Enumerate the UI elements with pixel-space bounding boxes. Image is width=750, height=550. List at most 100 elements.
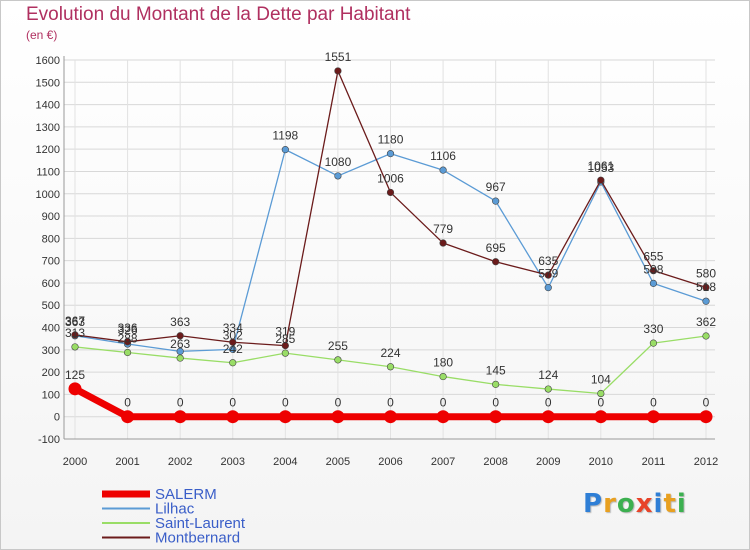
data-label: 288	[118, 331, 138, 345]
data-point	[492, 380, 500, 388]
data-label: 0	[597, 396, 604, 410]
data-label: 336	[118, 321, 138, 335]
data-point	[226, 410, 240, 424]
data-point	[649, 279, 658, 287]
data-label: 145	[486, 363, 506, 377]
data-point	[702, 297, 710, 305]
data-label: 1006	[377, 171, 404, 185]
data-label: 330	[643, 322, 663, 336]
data-label: 1053	[587, 161, 614, 175]
data-label: 695	[486, 241, 506, 255]
data-label: 285	[275, 332, 295, 346]
y-tick-label: 600	[42, 278, 60, 290]
data-point	[544, 271, 552, 279]
proxiti-logo: Proxiti	[583, 489, 687, 519]
y-tick-label: 800	[42, 233, 60, 245]
data-label: 263	[170, 337, 190, 351]
data-label: 1198	[272, 129, 298, 143]
data-point	[229, 359, 237, 367]
data-point	[699, 410, 713, 424]
data-point	[334, 67, 342, 75]
legend-label: Montbernard	[155, 530, 240, 547]
data-point	[436, 410, 450, 424]
y-tick-label: 400	[42, 323, 60, 335]
data-label: 0	[282, 396, 289, 410]
chart-subtitle: (en €)	[26, 28, 58, 42]
y-tick-label: 1000	[36, 189, 60, 201]
x-tick-label: 2011	[642, 456, 666, 468]
data-point	[489, 410, 503, 424]
y-tick-label: 300	[42, 345, 60, 357]
y-tick-label: 900	[42, 211, 60, 223]
data-labels: 125 0 0 0 0 0 0 0 0 0 0 0 0 363 326 302 1198 1080 1180 1106…	[65, 50, 716, 410]
data-label: 0	[492, 396, 499, 410]
data-label: 255	[328, 339, 348, 353]
data-label: 635	[538, 254, 558, 268]
data-point	[173, 410, 187, 424]
data-label: 104	[591, 373, 611, 387]
data-label: 180	[433, 356, 453, 370]
data-point	[384, 410, 397, 424]
data-label: 598	[643, 262, 663, 276]
x-tick-label: 2003	[221, 456, 245, 468]
data-label: 367	[65, 314, 85, 328]
data-point	[597, 176, 605, 184]
data-point	[281, 146, 289, 154]
data-label: 224	[380, 346, 400, 360]
legend-label: Saint-Laurent	[155, 515, 246, 532]
data-point	[386, 150, 395, 158]
data-point	[334, 172, 342, 180]
data-label: 579	[538, 267, 558, 281]
x-tick-label: 2001	[115, 456, 139, 468]
y-tick-label: 500	[42, 300, 60, 312]
data-point	[331, 410, 345, 424]
y-tick-label: 1600	[36, 55, 60, 67]
data-label: 362	[696, 315, 716, 329]
data-point	[597, 389, 605, 398]
data-point	[123, 338, 132, 346]
data-label: 1551	[325, 50, 352, 64]
chart-title: Evolution du Montant de la Dette par Hab…	[26, 4, 411, 25]
legend-label: Lilhac	[155, 501, 195, 518]
y-tick-label: 100	[42, 389, 60, 401]
data-label: 313	[65, 326, 85, 340]
x-tick-label: 2006	[378, 456, 402, 468]
data-label: 0	[440, 396, 447, 410]
data-label: 334	[223, 321, 243, 335]
data-point	[439, 166, 447, 174]
y-tick-label: 1500	[36, 77, 60, 89]
legend-label: SALERM	[155, 486, 217, 503]
data-point	[541, 410, 555, 424]
x-tick-label: 2008	[483, 456, 507, 468]
data-label: 0	[545, 396, 552, 410]
data-label: 242	[223, 342, 243, 356]
data-label: 0	[124, 396, 131, 410]
data-label: 125	[65, 368, 85, 382]
data-point	[594, 410, 608, 424]
data-label: 0	[387, 396, 394, 410]
data-label: 0	[335, 396, 342, 410]
data-point	[123, 348, 132, 357]
data-label: 302	[223, 328, 243, 342]
data-label: 319	[275, 325, 295, 339]
data-label: 1061	[587, 159, 614, 173]
x-tick-label: 2009	[536, 456, 560, 468]
data-point	[492, 197, 500, 205]
data-point	[176, 354, 184, 362]
y-tick-label: 1100	[36, 166, 60, 178]
data-point	[386, 188, 395, 197]
y-tick-label: 700	[42, 256, 60, 268]
data-point	[649, 267, 658, 275]
data-point	[121, 410, 135, 424]
data-point	[702, 332, 710, 340]
data-label: 580	[696, 266, 716, 280]
data-point	[281, 341, 289, 350]
data-point	[176, 332, 184, 340]
x-tick-label: 2002	[168, 456, 192, 468]
x-tick-label: 2000	[63, 456, 87, 468]
data-label: 0	[650, 396, 657, 410]
data-label: 779	[433, 222, 453, 236]
data-label: 518	[696, 280, 716, 294]
